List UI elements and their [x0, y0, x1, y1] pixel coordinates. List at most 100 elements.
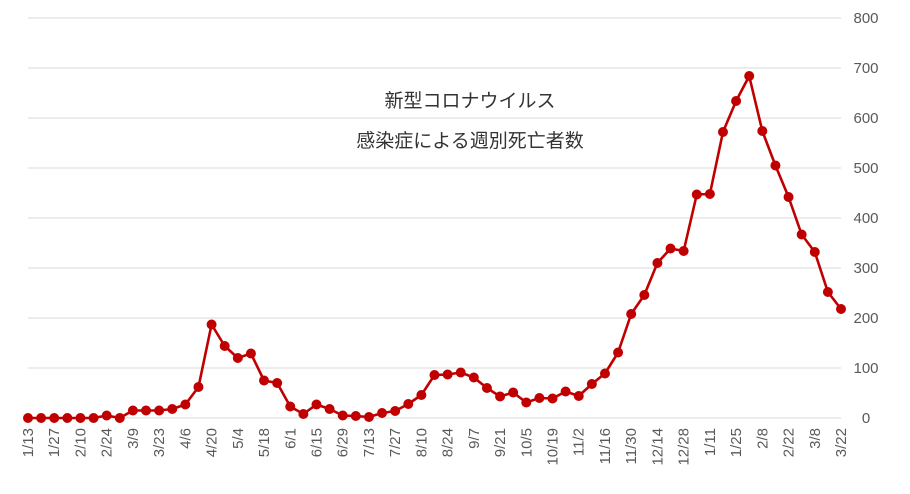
y-tick-label: 800 [853, 10, 878, 27]
x-tick-label: 11/2 [571, 428, 588, 456]
x-tick-label: 4/20 [204, 428, 221, 457]
x-tick-label: 2/10 [72, 428, 89, 457]
data-point [114, 413, 125, 423]
data-point [508, 387, 519, 398]
data-point [167, 404, 178, 414]
chart-title: 新型コロナウイルス [384, 90, 555, 112]
x-tick-label: 8/10 [413, 428, 430, 457]
x-tick-label: 10/5 [518, 428, 535, 457]
data-point [599, 368, 610, 379]
data-point [586, 379, 597, 389]
x-tick-label: 6/15 [308, 428, 325, 457]
data-point [796, 229, 807, 240]
data-point [731, 96, 742, 106]
data-point [259, 375, 270, 386]
x-tick-label: 1/13 [20, 428, 37, 457]
x-tick-label: 9/7 [466, 428, 483, 449]
y-axis-ticks: 0 100 200 300 400 500 600 700 800 [853, 10, 878, 427]
data-point [495, 391, 506, 402]
data-point [285, 401, 296, 412]
x-tick-label: 2/8 [754, 428, 771, 449]
x-tick-label: 3/23 [151, 428, 168, 457]
x-tick-label: 3/9 [125, 428, 142, 449]
x-tick-label: 12/28 [676, 428, 693, 466]
series-deaths [23, 71, 846, 423]
data-point [639, 290, 650, 300]
x-tick-label: 1/27 [46, 428, 63, 457]
data-point [757, 126, 768, 136]
data-point [717, 127, 728, 137]
y-tick-label: 500 [853, 160, 878, 177]
x-axis-ticks: 1/13 1/27 2/10 2/24 3/9 3/23 4/6 4/20 5/4 5/18 6/1… [20, 428, 850, 466]
y-tick-label: 100 [853, 360, 878, 377]
data-point [101, 410, 112, 421]
x-tick-label: 7/13 [361, 428, 378, 457]
data-point [193, 382, 204, 392]
x-tick-label: 11/30 [623, 428, 640, 464]
data-point [704, 189, 715, 199]
data-point [691, 189, 702, 200]
series-line [28, 74, 843, 420]
data-point [127, 405, 138, 416]
data-point [534, 393, 545, 403]
y-tick-label: 700 [853, 60, 878, 77]
x-tick-label: 5/4 [230, 428, 247, 449]
data-point [416, 390, 427, 400]
data-point [154, 405, 165, 416]
x-tick-label: 7/27 [387, 428, 404, 457]
data-point [455, 367, 466, 378]
y-tick-label: 400 [853, 210, 878, 227]
data-point [468, 372, 479, 383]
data-point [337, 410, 348, 421]
data-point [560, 386, 571, 397]
x-tick-label: 6/29 [335, 428, 352, 457]
data-point [324, 404, 335, 414]
data-point [481, 383, 492, 393]
x-tick-label: 10/19 [545, 428, 562, 466]
data-point [390, 406, 401, 416]
data-point [836, 304, 846, 314]
x-tick-label: 8/24 [440, 428, 457, 457]
data-point [403, 399, 414, 409]
x-tick-label: 12/14 [649, 428, 666, 466]
data-point [311, 399, 322, 410]
x-tick-label: 2/24 [99, 428, 116, 457]
x-tick-label: 6/1 [282, 428, 299, 449]
data-point [180, 399, 191, 410]
data-point [88, 413, 99, 423]
data-point [36, 413, 47, 423]
data-point [822, 287, 833, 297]
x-tick-label: 4/6 [177, 428, 194, 449]
data-point [363, 412, 374, 422]
x-tick-label: 11/16 [597, 428, 614, 464]
data-point [613, 347, 624, 358]
data-point [429, 370, 440, 380]
data-point [62, 413, 73, 423]
x-tick-label: 3/8 [807, 428, 824, 449]
y-tick-label: 0 [862, 410, 870, 427]
x-tick-label: 3/22 [833, 428, 850, 457]
data-point [206, 319, 217, 330]
data-point [232, 353, 243, 363]
data-point [573, 391, 584, 401]
data-point [665, 243, 676, 254]
x-tick-label: 1/25 [728, 428, 745, 457]
y-tick-label: 300 [853, 260, 878, 277]
data-point [23, 413, 33, 423]
data-point [678, 246, 689, 256]
data-point [547, 393, 558, 404]
data-point [442, 369, 453, 380]
chart-subtitle: 感染症による週別死亡者数 [356, 130, 583, 152]
x-tick-label: 2/22 [781, 428, 798, 457]
data-point [49, 413, 60, 423]
data-point [809, 247, 820, 257]
data-point [75, 413, 86, 423]
data-point [377, 408, 388, 418]
data-point [141, 405, 152, 416]
data-point [298, 409, 309, 419]
x-tick-label: 9/21 [492, 428, 509, 457]
data-point [521, 397, 532, 408]
x-tick-label: 1/11 [702, 428, 719, 456]
data-point [783, 192, 794, 202]
